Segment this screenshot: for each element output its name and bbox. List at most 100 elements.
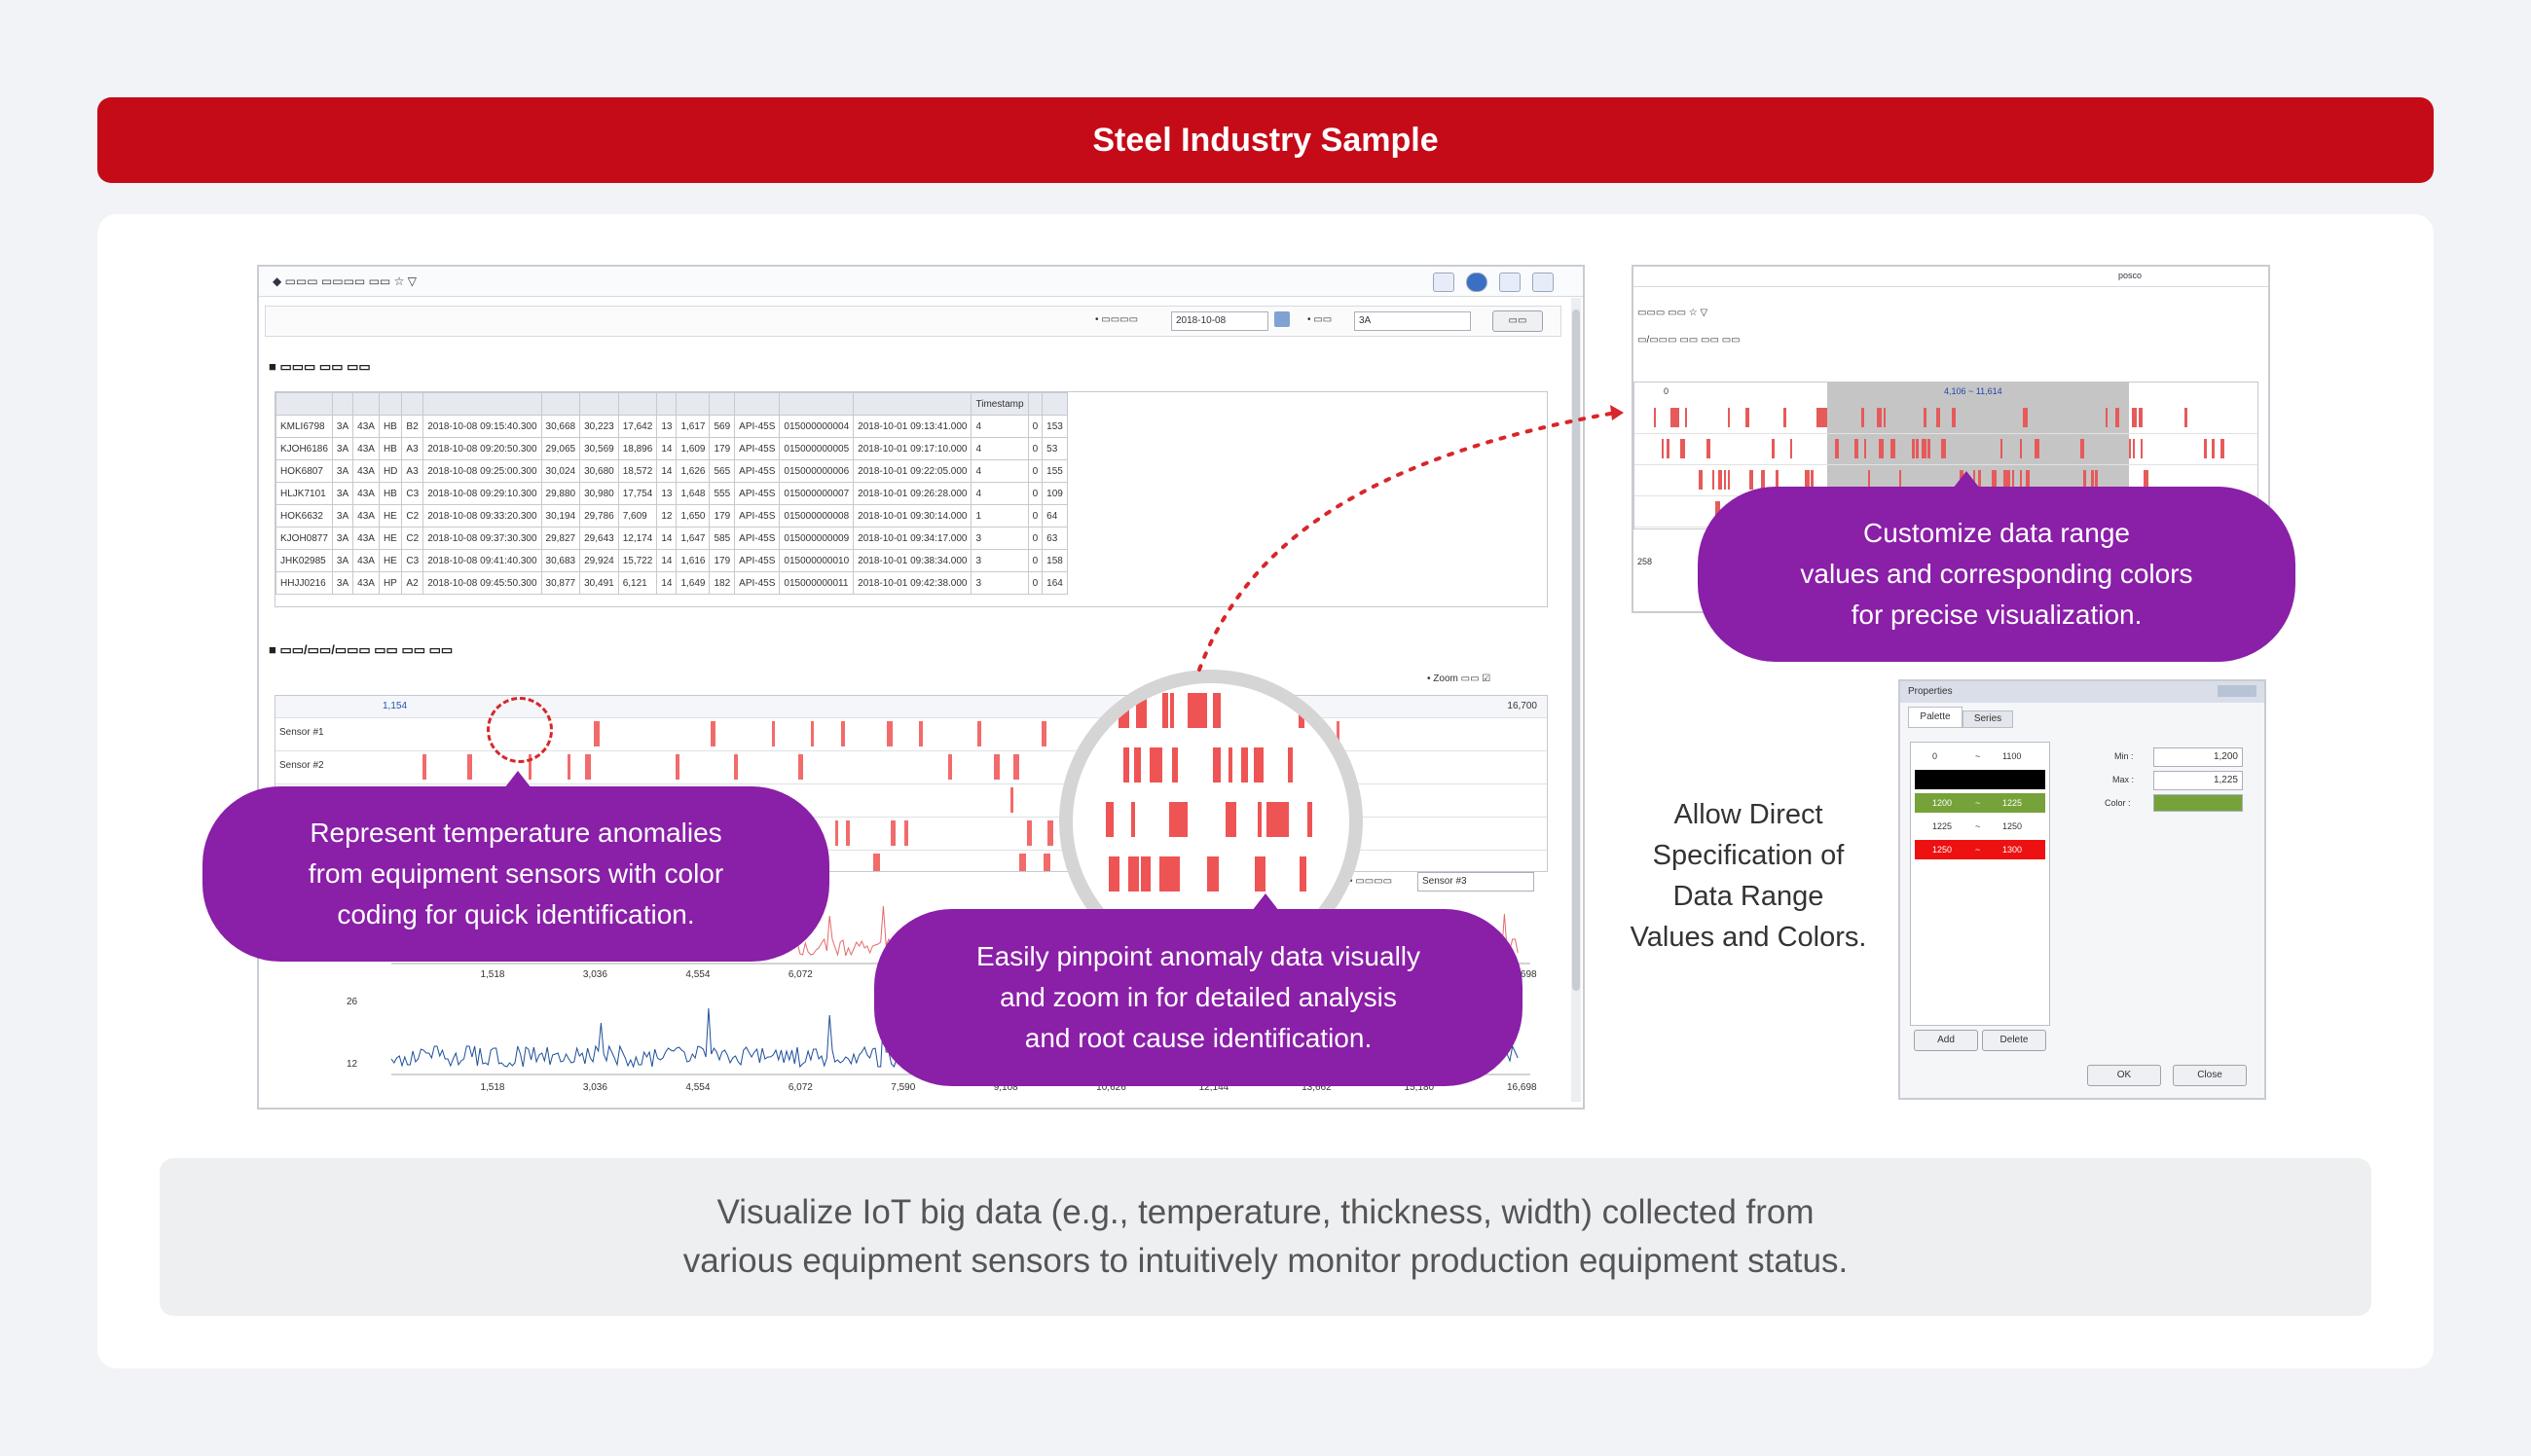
table-cell: 14 bbox=[656, 549, 678, 572]
callout-line: for precise visualization. bbox=[1851, 600, 2143, 630]
table-cell: HOK6632 bbox=[275, 504, 333, 528]
range-row[interactable]: ~1225 1250 bbox=[1915, 817, 2045, 836]
search-bar: • ▭▭▭▭ 2018-10-08 • ▭▭ 3A ▭▭ bbox=[265, 306, 1561, 337]
zoom-toggle[interactable]: • Zoom ▭▭ ☑ bbox=[1427, 673, 1491, 684]
anomaly-mark bbox=[1936, 408, 1940, 427]
callout-zoom: Easily pinpoint anomaly data visually an… bbox=[874, 909, 1522, 1086]
table-cell: 1,616 bbox=[676, 549, 711, 572]
table-row[interactable]: KJOH6186 3A 43A HB A3 2018-10-08 09:20:50.300… bbox=[275, 437, 1068, 460]
side-label-line: Allow Direct bbox=[1673, 799, 1823, 830]
table-row[interactable]: JHK02985 3A 43A HE C3 2018-10-08 09:41:40.300… bbox=[275, 549, 1068, 572]
table-header[interactable] bbox=[734, 392, 781, 416]
print-icon[interactable] bbox=[1532, 273, 1554, 292]
x-tick-label: 7,590 bbox=[891, 1082, 915, 1093]
range-row[interactable]: ~0 1100 bbox=[1915, 746, 2045, 766]
calendar-icon[interactable] bbox=[1274, 311, 1290, 327]
table-header[interactable] bbox=[1027, 392, 1044, 416]
table-cell: 0 bbox=[1027, 459, 1044, 483]
close-button[interactable]: Close bbox=[2173, 1065, 2247, 1086]
table-cell: 0 bbox=[1027, 549, 1044, 572]
table-cell: 43A bbox=[352, 571, 380, 595]
anomaly-mark bbox=[1672, 408, 1677, 427]
save-icon[interactable] bbox=[1499, 273, 1521, 292]
table-cell: HB bbox=[378, 437, 403, 460]
anomaly-mark bbox=[2026, 470, 2030, 490]
min-input[interactable]: 1,200 bbox=[2153, 747, 2243, 767]
table-cell: 17,642 bbox=[617, 415, 658, 438]
table-cell: API-45S bbox=[734, 415, 781, 438]
table-cell: 1,626 bbox=[676, 459, 711, 483]
table-row[interactable]: KMLI6798 3A 43A HB B2 2018-10-08 09:15:40.300… bbox=[275, 415, 1068, 438]
date-input[interactable]: 2018-10-08 bbox=[1171, 311, 1268, 331]
table-cell: 3A bbox=[331, 459, 354, 483]
table-row[interactable]: HOK6807 3A 43A HD A3 2018-10-08 09:25:00.300 3… bbox=[275, 459, 1068, 483]
add-button[interactable]: Add bbox=[1914, 1030, 1978, 1051]
tab-series[interactable]: Series bbox=[1962, 710, 2013, 728]
range-row[interactable] bbox=[1915, 770, 2045, 789]
filter-select[interactable]: 3A bbox=[1354, 311, 1471, 331]
table-cell: HOK6807 bbox=[275, 459, 333, 483]
range-separator: ~ bbox=[1975, 751, 1981, 761]
max-input[interactable]: 1,225 bbox=[2153, 771, 2243, 790]
table-header[interactable] bbox=[378, 392, 403, 416]
anomaly-mark bbox=[1102, 693, 1106, 728]
table-cell: 18,572 bbox=[617, 459, 658, 483]
table-header[interactable] bbox=[352, 392, 380, 416]
delete-button[interactable]: Delete bbox=[1982, 1030, 2046, 1051]
table-header[interactable] bbox=[656, 392, 678, 416]
table-header[interactable] bbox=[540, 392, 581, 416]
anomaly-mark bbox=[1790, 439, 1792, 458]
tab-palette[interactable]: Palette bbox=[1908, 707, 1962, 728]
table-row[interactable]: HHJJ0216 3A 43A HP A2 2018-10-08 09:45:50.300… bbox=[275, 571, 1068, 595]
table-header[interactable] bbox=[331, 392, 354, 416]
table-header[interactable] bbox=[401, 392, 424, 416]
table-header[interactable] bbox=[709, 392, 736, 416]
range-max: 1250 bbox=[2002, 821, 2023, 831]
table-row[interactable]: KJOH0877 3A 43A HE C2 2018-10-08 09:37:30.300… bbox=[275, 527, 1068, 550]
table-cell: 3A bbox=[331, 571, 354, 595]
table-header[interactable] bbox=[853, 392, 972, 416]
anomaly-mark bbox=[1699, 470, 1703, 490]
table-cell: 0 bbox=[1027, 571, 1044, 595]
table-row[interactable]: HOK6632 3A 43A HE C2 2018-10-08 09:33:20.300 3… bbox=[275, 504, 1068, 528]
anomaly-mark bbox=[772, 721, 775, 746]
table-cell: 30,668 bbox=[540, 415, 581, 438]
table-header[interactable] bbox=[617, 392, 658, 416]
sensor-select[interactable]: Sensor #3 bbox=[1417, 872, 1534, 892]
anomaly-mark bbox=[1654, 408, 1656, 427]
dialog-close-icon[interactable] bbox=[2218, 685, 2256, 697]
range-row[interactable]: ~1250 1300 bbox=[1915, 840, 2045, 859]
y-tick-label: 26 bbox=[347, 997, 358, 1007]
table-cell: 63 bbox=[1042, 527, 1068, 550]
ok-button[interactable]: OK bbox=[2087, 1065, 2161, 1086]
range-max: 1100 bbox=[2002, 751, 2022, 761]
callout-line: Easily pinpoint anomaly data visually bbox=[975, 941, 1421, 971]
vertical-scrollbar[interactable] bbox=[1571, 298, 1581, 1102]
anomaly-mark bbox=[1877, 408, 1880, 427]
sensor-label: Sensor #1 bbox=[279, 727, 324, 738]
table-header[interactable] bbox=[275, 392, 333, 416]
search-button[interactable]: ▭▭ bbox=[1492, 310, 1543, 332]
table-cell: 015000000009 bbox=[779, 527, 855, 550]
table-row[interactable]: HLJK7101 3A 43A HB C3 2018-10-08 09:29:10.300… bbox=[275, 482, 1068, 505]
table-header[interactable] bbox=[579, 392, 619, 416]
help-icon[interactable] bbox=[1466, 273, 1487, 292]
table-header[interactable]: Timestamp bbox=[971, 392, 1029, 416]
table-header[interactable] bbox=[779, 392, 855, 416]
anomaly-mark bbox=[1276, 802, 1289, 837]
range-row[interactable]: ~1200 1225 bbox=[1915, 793, 2045, 813]
edit-icon[interactable] bbox=[1433, 273, 1454, 292]
anomaly-mark bbox=[1805, 470, 1810, 490]
color-picker[interactable] bbox=[2153, 794, 2243, 812]
table-cell: 2018-10-08 09:15:40.300 bbox=[422, 415, 542, 438]
scroll-thumb[interactable] bbox=[1572, 309, 1580, 991]
anomaly-mark bbox=[1299, 693, 1304, 728]
table-cell: 015000000008 bbox=[779, 504, 855, 528]
table-header[interactable] bbox=[1042, 392, 1068, 416]
anomaly-mark bbox=[846, 820, 850, 846]
range-max: 1300 bbox=[2002, 845, 2023, 855]
zoom-axis-start: 0 bbox=[1664, 386, 1669, 396]
table-header[interactable] bbox=[676, 392, 711, 416]
anomaly-mark bbox=[977, 721, 981, 746]
table-header[interactable] bbox=[422, 392, 542, 416]
